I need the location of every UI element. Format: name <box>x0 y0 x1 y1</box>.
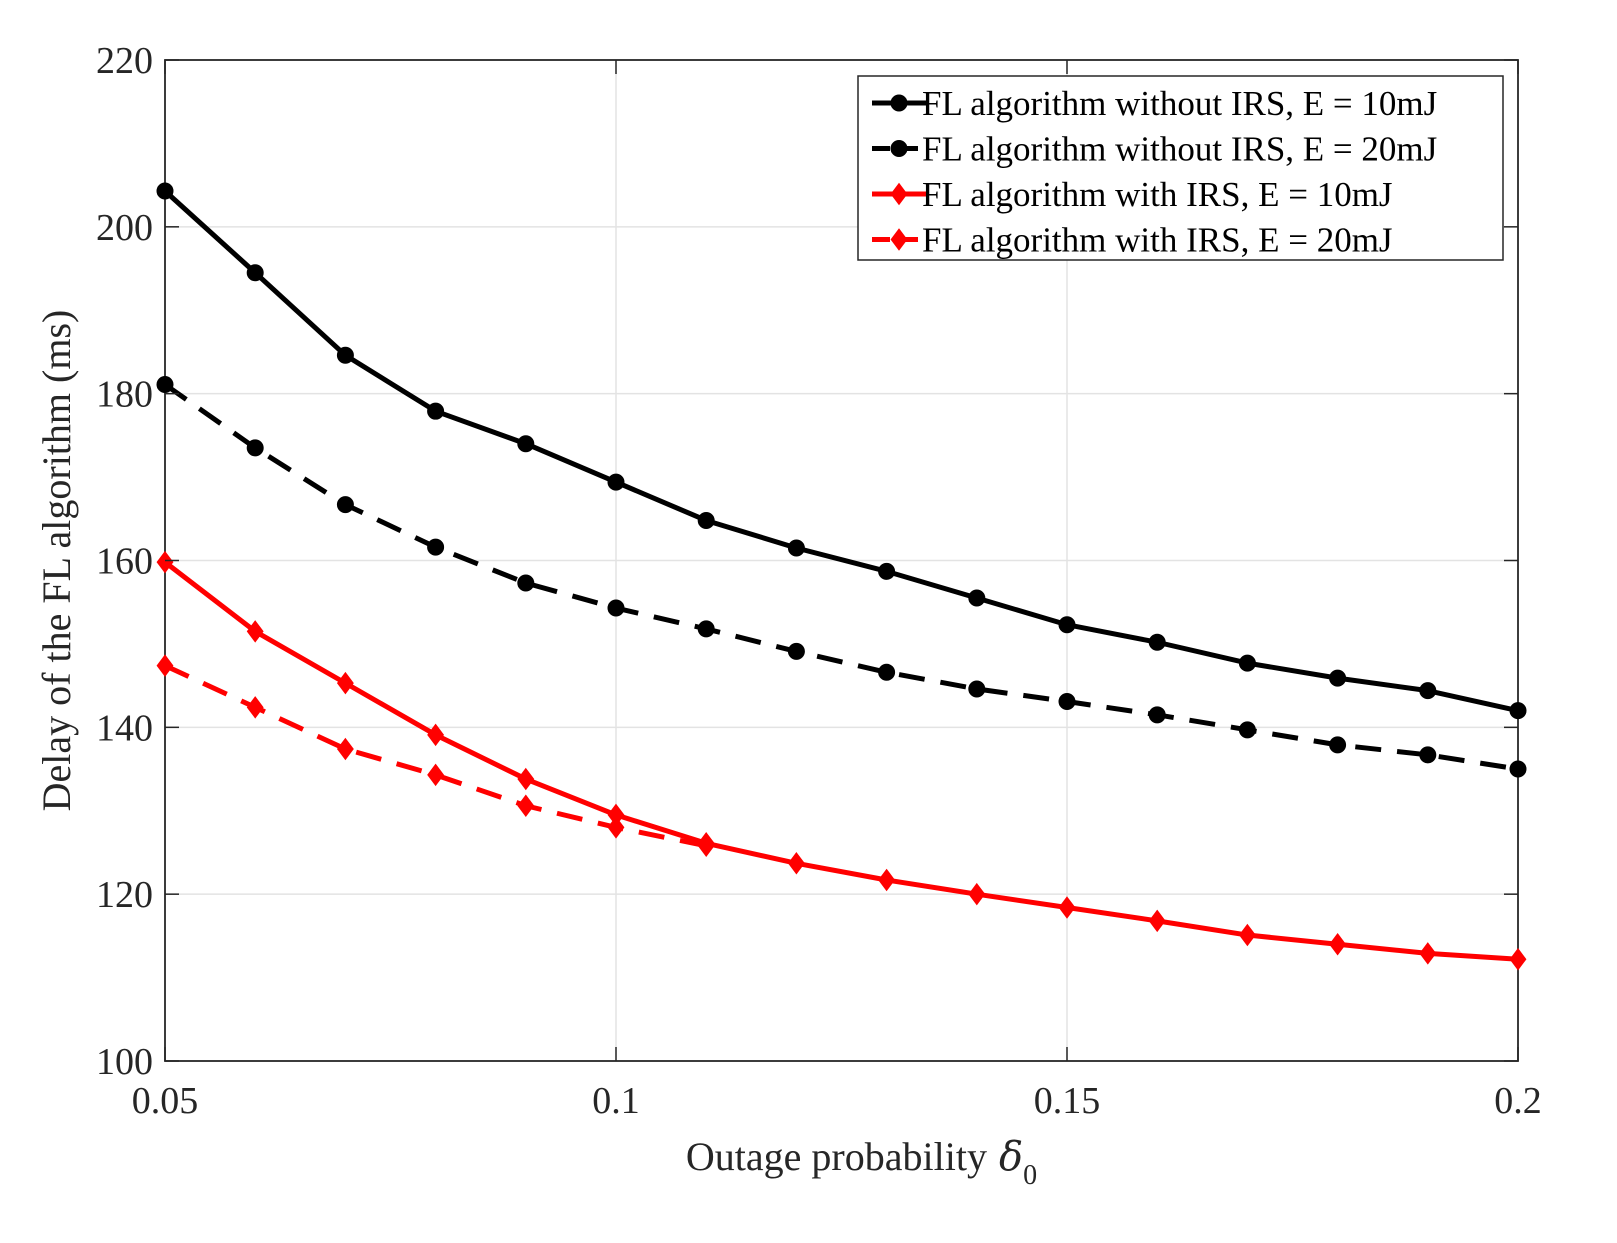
data-point <box>697 834 715 858</box>
x-axis-label: Outage probability δ0 <box>686 1134 1037 1191</box>
data-point <box>156 654 174 677</box>
legend-box <box>857 75 1504 261</box>
data-point <box>246 439 264 457</box>
data-point <box>1419 682 1437 700</box>
data-point <box>1148 633 1166 651</box>
data-point <box>517 574 535 592</box>
y-tick-label: 220 <box>96 40 153 82</box>
data-point <box>1509 947 1527 971</box>
y-tick-label: 140 <box>96 707 153 749</box>
series-line <box>163 382 1519 772</box>
data-point <box>1238 654 1256 672</box>
data-point <box>787 539 805 557</box>
data-point <box>968 882 986 906</box>
data-point <box>1058 692 1076 710</box>
data-point <box>1238 923 1256 947</box>
data-point <box>427 538 445 556</box>
series-line <box>163 560 1519 962</box>
data-point <box>1148 706 1166 724</box>
x-axis-label-symbol: δ <box>999 1134 1023 1180</box>
data-point <box>246 264 264 282</box>
data-point <box>787 642 805 660</box>
series-3 <box>156 550 1527 971</box>
y-axis-label: Delay of the FL algorithm (ms) <box>34 310 79 812</box>
data-point <box>427 723 445 747</box>
x-axis-label-text: Outage probability <box>686 1134 987 1179</box>
data-point <box>1329 669 1347 687</box>
legend-entry-2: FL algorithm without IRS, E = 20mJ <box>872 130 1437 169</box>
data-point <box>1238 721 1256 739</box>
series-4 <box>156 654 715 858</box>
data-point <box>878 562 896 580</box>
data-point <box>697 620 715 638</box>
data-point <box>336 346 354 364</box>
data-point <box>156 550 174 574</box>
x-tick-label: 0.15 <box>1034 1080 1101 1122</box>
data-point <box>697 511 715 529</box>
data-point <box>427 402 445 420</box>
y-tick-label: 120 <box>96 874 153 916</box>
y-tick-label: 200 <box>96 207 153 249</box>
legend-marker <box>890 182 908 206</box>
series-line <box>163 189 1519 714</box>
y-tick-label: 180 <box>96 374 153 416</box>
legend-label: FL algorithm without IRS, E = 10mJ <box>922 84 1437 123</box>
legend-marker <box>890 228 908 251</box>
data-point <box>517 767 535 791</box>
data-point <box>1329 932 1347 956</box>
data-point <box>517 794 535 817</box>
data-point <box>156 182 174 200</box>
x-tick-label: 0.2 <box>1494 1080 1542 1122</box>
data-point <box>1509 760 1527 778</box>
data-point <box>607 816 625 839</box>
data-point <box>1419 746 1437 764</box>
data-point <box>1419 942 1437 965</box>
data-point <box>878 868 896 892</box>
legend-label: FL algorithm with IRS, E = 10mJ <box>922 175 1393 214</box>
series-2 <box>156 375 1527 778</box>
legend-marker <box>890 140 908 157</box>
data-point <box>427 763 445 787</box>
legend-label: FL algorithm without IRS, E = 20mJ <box>922 130 1437 169</box>
legend-entry-3: FL algorithm with IRS, E = 10mJ <box>872 175 1393 214</box>
y-tick-label: 100 <box>96 1041 153 1083</box>
data-point <box>968 680 986 698</box>
legend-entry-1: FL algorithm without IRS, E = 10mJ <box>872 84 1437 123</box>
x-axis-label-subscript: 0 <box>1023 1160 1037 1191</box>
data-point <box>156 375 174 393</box>
data-point <box>336 671 354 695</box>
data-point <box>246 620 264 643</box>
data-point <box>1509 702 1527 720</box>
x-tick-label: 0.1 <box>592 1080 640 1122</box>
data-point <box>878 663 896 681</box>
data-point <box>607 473 625 491</box>
x-tick-label: 0.05 <box>132 1080 199 1122</box>
legend-label: FL algorithm with IRS, E = 20mJ <box>922 221 1393 260</box>
data-point <box>246 696 264 719</box>
data-point <box>1329 736 1347 754</box>
data-point <box>787 852 805 875</box>
legend: FL algorithm without IRS, E = 10mJ FL alg… <box>857 75 1504 261</box>
data-point <box>1058 896 1076 919</box>
tick-labels: 0.05 0.1 0.15 0.2 100 120 140 160 180 200 220 <box>96 40 1542 1122</box>
data-point <box>1148 909 1166 933</box>
series-1 <box>156 182 1527 720</box>
data-point <box>968 589 986 607</box>
data-point <box>1058 616 1076 634</box>
data-point <box>607 599 625 617</box>
data-point <box>517 435 535 453</box>
legend-entry-4: FL algorithm with IRS, E = 20mJ <box>872 221 1393 260</box>
data-point <box>336 496 354 514</box>
y-tick-label: 160 <box>96 541 153 583</box>
series-layer <box>156 182 1527 971</box>
tick-marks <box>164 59 1519 1062</box>
legend-marker <box>890 94 908 112</box>
data-point <box>336 737 354 761</box>
